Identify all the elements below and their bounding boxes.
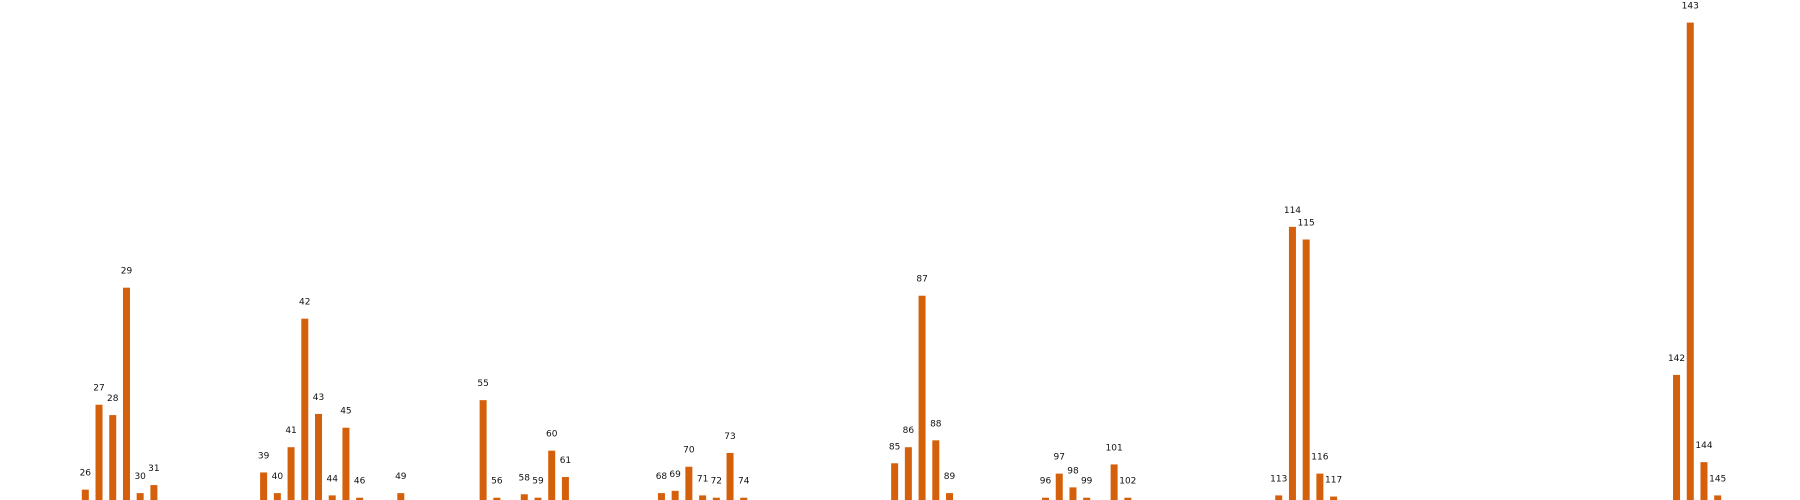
- bar-label: 27: [93, 384, 104, 394]
- bar-label: 143: [1682, 2, 1699, 12]
- bar: [932, 440, 940, 500]
- bar: [1288, 226, 1296, 500]
- bar: [81, 489, 89, 500]
- bar-label: 101: [1106, 443, 1123, 453]
- bar-label: 116: [1311, 453, 1328, 463]
- bar-label: 44: [326, 474, 338, 484]
- bar: [1110, 464, 1118, 500]
- bar-label: 49: [395, 472, 407, 482]
- bar: [918, 295, 926, 500]
- bar-label: 43: [313, 393, 324, 403]
- bar: [561, 477, 569, 500]
- bar-label: 144: [1695, 441, 1712, 451]
- bar-label: 102: [1119, 477, 1136, 487]
- bar: [534, 497, 542, 500]
- bar-label: 89: [944, 472, 956, 482]
- bar-label: 145: [1709, 474, 1726, 484]
- bar: [342, 427, 350, 500]
- bar: [315, 413, 323, 500]
- bar-label: 55: [477, 379, 488, 389]
- bar: [699, 495, 707, 500]
- bar: [946, 493, 954, 500]
- bar-label: 46: [354, 477, 366, 487]
- bar-label: 72: [711, 477, 722, 487]
- bar-label: 45: [340, 407, 351, 417]
- bar: [1330, 496, 1338, 500]
- bar: [1055, 473, 1063, 500]
- bar-label: 97: [1054, 453, 1065, 463]
- bar: [657, 493, 665, 500]
- bar: [548, 450, 556, 500]
- bar: [493, 497, 501, 500]
- bar-label: 68: [656, 472, 668, 482]
- bar: [1316, 473, 1324, 500]
- bar: [397, 493, 405, 500]
- bar: [671, 490, 679, 500]
- bar: [712, 497, 720, 500]
- bar: [109, 415, 117, 500]
- bar: [520, 494, 528, 500]
- bar-label: 59: [532, 477, 544, 487]
- bar: [260, 472, 268, 500]
- bar-label: 30: [134, 472, 146, 482]
- bar: [122, 287, 130, 500]
- bar-label: 85: [889, 442, 900, 452]
- bar: [1069, 487, 1077, 500]
- bar-label: 58: [519, 473, 531, 483]
- bar-label: 71: [697, 474, 708, 484]
- bar-label: 98: [1067, 466, 1079, 476]
- bar: [726, 452, 734, 500]
- bar: [1124, 497, 1132, 500]
- bar: [273, 493, 281, 500]
- bar: [328, 495, 336, 500]
- bar-label: 99: [1081, 477, 1093, 487]
- bar-label: 31: [148, 464, 159, 474]
- bar-label: 87: [916, 275, 927, 285]
- bar: [685, 466, 693, 500]
- bar: [136, 493, 144, 500]
- bar-label: 74: [738, 477, 750, 487]
- bar-label: 73: [724, 432, 735, 442]
- bar-label: 41: [285, 426, 296, 436]
- bar: [1700, 462, 1708, 500]
- bar-label: 142: [1668, 354, 1685, 364]
- bar: [1673, 374, 1681, 500]
- bar: [891, 463, 899, 500]
- bar-label: 96: [1040, 477, 1052, 487]
- bar-label: 42: [299, 298, 310, 308]
- bar: [479, 400, 487, 500]
- bar-label: 56: [491, 477, 503, 487]
- bar: [1275, 495, 1283, 500]
- bar: [1714, 495, 1722, 500]
- bar-label: 69: [669, 470, 681, 480]
- bar-label: 61: [560, 456, 571, 466]
- bar-label: 60: [546, 430, 558, 440]
- bar-label: 29: [121, 267, 133, 277]
- bar-label: 70: [683, 446, 695, 456]
- bar-label: 28: [107, 394, 119, 404]
- bar-label: 40: [272, 472, 284, 482]
- bar-label: 86: [903, 426, 915, 436]
- bar: [95, 404, 103, 500]
- bar: [904, 447, 912, 500]
- bar: [1042, 497, 1050, 500]
- bar: [740, 497, 748, 500]
- bar-label: 114: [1284, 206, 1301, 216]
- bar-label: 115: [1298, 218, 1315, 228]
- bar: [1083, 497, 1091, 500]
- bar: [150, 485, 158, 500]
- bar: [1302, 239, 1310, 500]
- bar-label: 88: [930, 419, 942, 429]
- bar: [1686, 22, 1694, 500]
- bar-label: 113: [1270, 474, 1287, 484]
- bar: [356, 497, 364, 500]
- bar-label: 39: [258, 451, 270, 461]
- bar-label: 117: [1325, 476, 1342, 486]
- bar-label: 26: [80, 469, 92, 479]
- bar: [287, 447, 295, 500]
- bar: [301, 318, 309, 500]
